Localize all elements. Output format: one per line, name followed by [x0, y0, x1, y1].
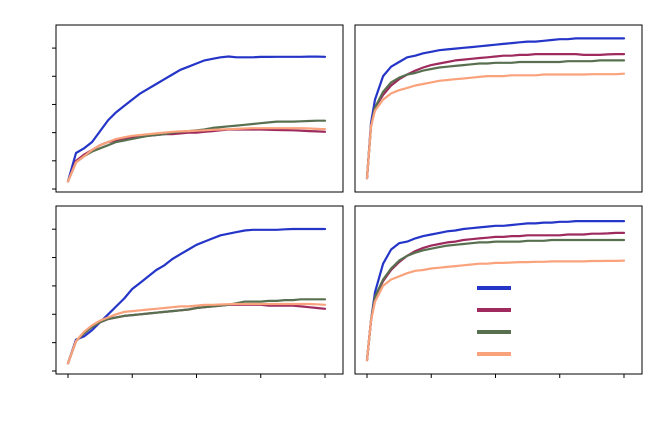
series-line-3 — [365, 59, 626, 180]
series-line-3 — [66, 298, 327, 365]
chart-panel-3 — [52, 205, 344, 378]
axes-frame — [55, 24, 344, 193]
series-line-4 — [66, 302, 327, 365]
series-line-1 — [365, 220, 626, 362]
series-line-1 — [66, 55, 327, 183]
series-line-1 — [66, 227, 327, 365]
chart-panel-4 — [354, 205, 643, 378]
series-line-3 — [365, 238, 626, 362]
axes-frame — [55, 205, 344, 375]
chart-panel-2 — [354, 24, 643, 193]
chart-panel-1 — [52, 24, 344, 193]
axes-frame — [354, 205, 643, 375]
series-line-4 — [365, 72, 626, 180]
series-line-4 — [66, 127, 327, 183]
panels — [52, 24, 643, 378]
series-line-4 — [365, 259, 626, 362]
axes-frame — [354, 24, 643, 193]
series-line-1 — [365, 37, 626, 180]
